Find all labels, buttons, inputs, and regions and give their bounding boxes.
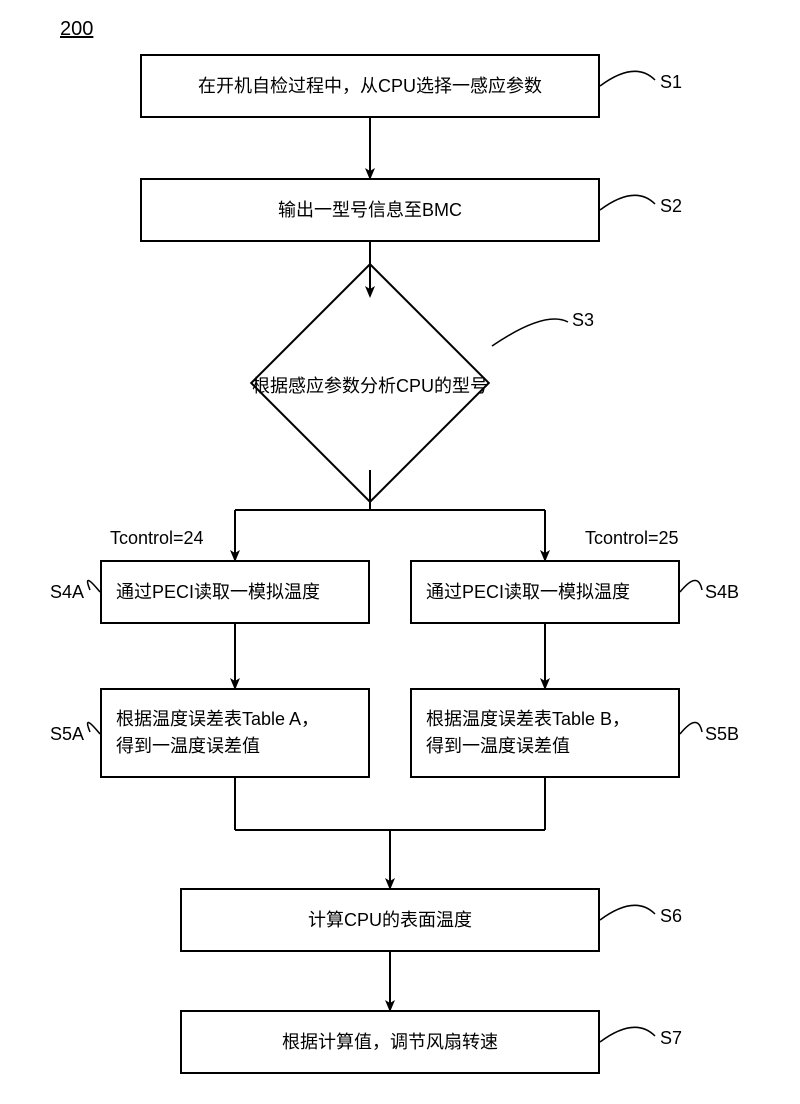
decision-s3-text: 根据感应参数分析CPU的型号 bbox=[250, 372, 490, 398]
step-s6: 计算CPU的表面温度 bbox=[180, 888, 600, 952]
step-s7-text: 根据计算值，调节风扇转速 bbox=[196, 1029, 584, 1056]
flowchart-canvas: 200 在开机自检过程中，从CPU选择一感应参数 输出一型号信息至BMC 根据感… bbox=[0, 0, 800, 1104]
label-s6: S6 bbox=[660, 906, 682, 927]
step-s5b-text: 根据温度误差表Table B，得到一温度误差值 bbox=[426, 706, 664, 760]
step-s6-text: 计算CPU的表面温度 bbox=[196, 907, 584, 934]
step-s4a-text: 通过PECI读取一模拟温度 bbox=[116, 579, 354, 606]
branch-right-label: Tcontrol=25 bbox=[585, 528, 679, 549]
step-s4a: 通过PECI读取一模拟温度 bbox=[100, 560, 370, 624]
step-s5b: 根据温度误差表Table B，得到一温度误差值 bbox=[410, 688, 680, 778]
label-s3: S3 bbox=[572, 310, 594, 331]
step-s1-text: 在开机自检过程中，从CPU选择一感应参数 bbox=[156, 73, 584, 100]
step-s2-text: 输出一型号信息至BMC bbox=[156, 197, 584, 224]
figure-number: 200 bbox=[60, 18, 93, 41]
step-s2: 输出一型号信息至BMC bbox=[140, 178, 600, 242]
label-s7: S7 bbox=[660, 1028, 682, 1049]
step-s5a-text: 根据温度误差表Table A，得到一温度误差值 bbox=[116, 706, 354, 760]
branch-left-label: Tcontrol=24 bbox=[110, 528, 204, 549]
label-s5b: S5B bbox=[705, 724, 739, 745]
step-s4b: 通过PECI读取一模拟温度 bbox=[410, 560, 680, 624]
label-s4a: S4A bbox=[50, 582, 84, 603]
label-s5a: S5A bbox=[50, 724, 84, 745]
step-s7: 根据计算值，调节风扇转速 bbox=[180, 1010, 600, 1074]
step-s4b-text: 通过PECI读取一模拟温度 bbox=[426, 579, 664, 606]
label-s2: S2 bbox=[660, 196, 682, 217]
label-s1: S1 bbox=[660, 72, 682, 93]
label-s4b: S4B bbox=[705, 582, 739, 603]
step-s5a: 根据温度误差表Table A，得到一温度误差值 bbox=[100, 688, 370, 778]
step-s1: 在开机自检过程中，从CPU选择一感应参数 bbox=[140, 54, 600, 118]
